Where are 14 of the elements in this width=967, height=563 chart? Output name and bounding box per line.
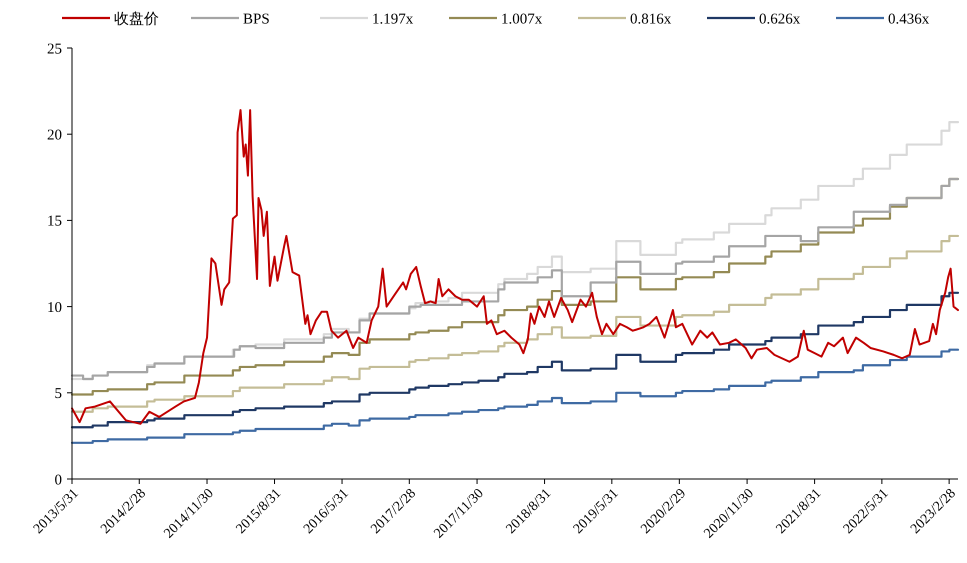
y-tick-label: 25 bbox=[47, 41, 62, 58]
legend-label: 0.816x bbox=[630, 11, 672, 28]
y-tick-label: 0 bbox=[54, 472, 62, 488]
y-tick-label: 5 bbox=[54, 386, 62, 402]
legend-label: 1.007x bbox=[501, 11, 543, 28]
legend-label: 0.436x bbox=[888, 11, 930, 28]
y-tick-label: 15 bbox=[47, 214, 62, 230]
y-tick-label: 20 bbox=[47, 127, 62, 144]
line-series bbox=[71, 109, 959, 425]
y-tick-label: 10 bbox=[47, 300, 62, 316]
legend-label: 0.626x bbox=[759, 11, 801, 28]
legend-label: 收盘价 bbox=[114, 10, 159, 28]
legend-label: BPS bbox=[243, 11, 270, 28]
legend-label: 1.197x bbox=[372, 11, 414, 28]
